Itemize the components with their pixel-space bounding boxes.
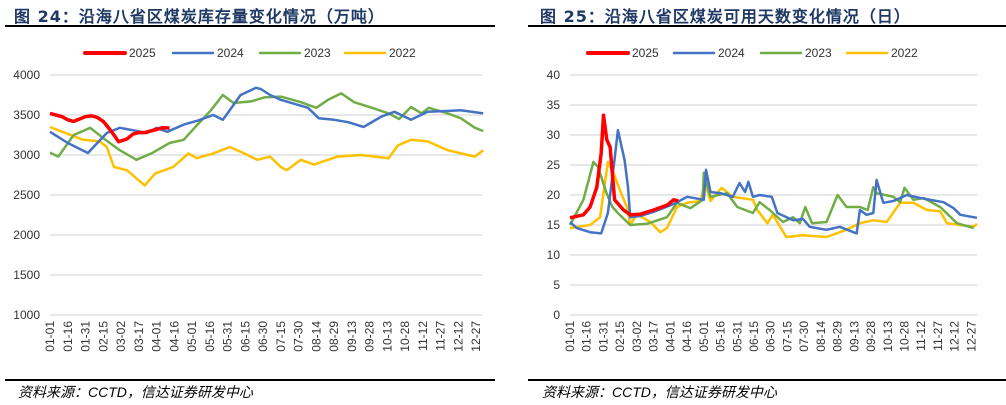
y-tick-label: 2500 xyxy=(13,188,40,202)
x-tick-label: 05-31 xyxy=(730,321,744,352)
y-tick-label: 30 xyxy=(547,128,561,142)
y-tick-label: 5 xyxy=(553,278,560,292)
x-tick-label: 01-31 xyxy=(596,321,610,352)
y-tick-label: 1500 xyxy=(13,268,40,282)
x-tick-label: 08-29 xyxy=(327,321,341,352)
y-tick-label: 25 xyxy=(547,158,561,172)
y-tick-label: 0 xyxy=(553,308,560,322)
x-tick-label: 09-13 xyxy=(847,321,861,352)
y-tick-label: 3000 xyxy=(13,148,40,162)
y-tick-label: 2000 xyxy=(13,228,40,242)
legend-label-2023: 2023 xyxy=(805,46,832,60)
x-tick-label: 04-01 xyxy=(663,321,677,352)
x-tick-label: 12-27 xyxy=(964,321,978,352)
x-tick-label: 06-30 xyxy=(256,321,270,352)
x-tick-label: 10-13 xyxy=(881,321,895,352)
series-line-2022 xyxy=(49,125,484,187)
x-tick-label: 10-28 xyxy=(398,321,412,352)
x-tick-label: 04-01 xyxy=(150,321,164,352)
source-note: 资料来源：CCTD，信达证券研发中心 xyxy=(542,384,777,400)
x-tick-label: 08-29 xyxy=(831,321,845,352)
y-tick-label: 3500 xyxy=(13,108,40,122)
x-tick-label: 07-15 xyxy=(780,321,794,352)
x-tick-label: 01-01 xyxy=(563,321,577,352)
x-tick-label: 12-27 xyxy=(469,321,483,352)
chart-title: 图 25：沿海八省区煤炭可用天数变化情况（日） xyxy=(540,7,911,26)
x-tick-label: 10-13 xyxy=(380,321,394,352)
y-tick-label: 1000 xyxy=(13,308,40,322)
x-tick-label: 04-16 xyxy=(167,321,181,352)
chart-panel-coal-inventory: 图 24：沿海八省区煤炭库存量变化情况（万吨） 1000 1500 2000 2500… xyxy=(5,7,495,400)
series-line-2023 xyxy=(49,92,484,162)
x-tick-label: 05-16 xyxy=(714,321,728,352)
legend-label-2023: 2023 xyxy=(304,46,331,60)
x-tick-label: 09-28 xyxy=(363,321,377,352)
legend-label-2025: 2025 xyxy=(632,46,659,60)
legend-label-2025: 2025 xyxy=(129,46,156,60)
x-tick-label: 01-16 xyxy=(61,321,75,352)
x-tick-label: 01-31 xyxy=(79,321,93,352)
x-tick-label: 07-30 xyxy=(797,321,811,352)
x-tick-label: 04-16 xyxy=(680,321,694,352)
x-tick-label: 10-28 xyxy=(898,321,912,352)
title-divider xyxy=(5,25,495,27)
x-tick-label: 08-14 xyxy=(309,321,323,352)
x-tick-label: 12-12 xyxy=(451,321,465,352)
x-tick-label: 03-17 xyxy=(132,321,146,352)
x-tick-label: 07-15 xyxy=(274,321,288,352)
y-tick-label: 40 xyxy=(547,68,561,82)
x-tick-label: 12-12 xyxy=(948,321,962,352)
legend-label-2022: 2022 xyxy=(389,46,416,60)
x-tick-label: 11-12 xyxy=(914,321,928,351)
x-tick-label: 11-27 xyxy=(931,321,945,351)
inventory-line-chart: 1000 1500 2000 2500 3000 3500 4000 01-01 01-16 01… xyxy=(13,46,484,352)
y-tick-label: 10 xyxy=(547,248,561,262)
title-divider xyxy=(528,25,1006,27)
x-tick-label: 06-15 xyxy=(238,321,252,352)
x-tick-label: 11-12 xyxy=(416,321,430,351)
series-line-2024 xyxy=(49,86,484,155)
y-tick-label: 20 xyxy=(547,188,561,202)
legend-label-2024: 2024 xyxy=(718,46,745,60)
x-tick-label: 03-02 xyxy=(630,321,644,352)
series-line-2022 xyxy=(569,160,978,239)
x-tick-label: 05-31 xyxy=(221,321,235,352)
footer-divider xyxy=(528,379,1006,381)
series-line-2025 xyxy=(569,113,679,220)
x-tick-label: 05-01 xyxy=(697,321,711,352)
x-tick-label: 05-01 xyxy=(185,321,199,352)
y-tick-label: 35 xyxy=(547,98,561,112)
x-tick-label: 07-30 xyxy=(292,321,306,352)
x-tick-label: 02-15 xyxy=(613,321,627,352)
y-tick-label: 4000 xyxy=(13,68,40,82)
x-tick-label: 01-16 xyxy=(580,321,594,352)
series-line-2025 xyxy=(49,111,170,144)
series-line-2024 xyxy=(569,128,978,235)
x-tick-label: 06-15 xyxy=(747,321,761,352)
x-tick-label: 11-27 xyxy=(434,321,448,351)
x-tick-label: 01-01 xyxy=(43,321,57,352)
x-tick-label: 09-28 xyxy=(864,321,878,352)
x-tick-label: 06-30 xyxy=(764,321,778,352)
x-tick-label: 08-14 xyxy=(814,321,828,352)
x-tick-label: 03-17 xyxy=(647,321,661,352)
x-tick-label: 09-13 xyxy=(345,321,359,352)
source-note: 资料来源：CCTD，信达证券研发中心 xyxy=(18,384,253,400)
x-tick-label: 05-16 xyxy=(203,321,217,352)
y-tick-label: 15 xyxy=(547,218,561,232)
x-tick-label: 03-02 xyxy=(114,321,128,352)
chart-title: 图 24：沿海八省区煤炭库存量变化情况（万吨） xyxy=(14,7,385,26)
legend-label-2022: 2022 xyxy=(891,46,918,60)
footer-divider xyxy=(5,379,495,381)
legend-label-2024: 2024 xyxy=(217,46,244,60)
x-tick-label: 02-15 xyxy=(96,321,110,352)
chart-panel-available-days: 图 25：沿海八省区煤炭可用天数变化情况（日） 0 5 10 15 20 25 30 35 40… xyxy=(524,0,1006,405)
